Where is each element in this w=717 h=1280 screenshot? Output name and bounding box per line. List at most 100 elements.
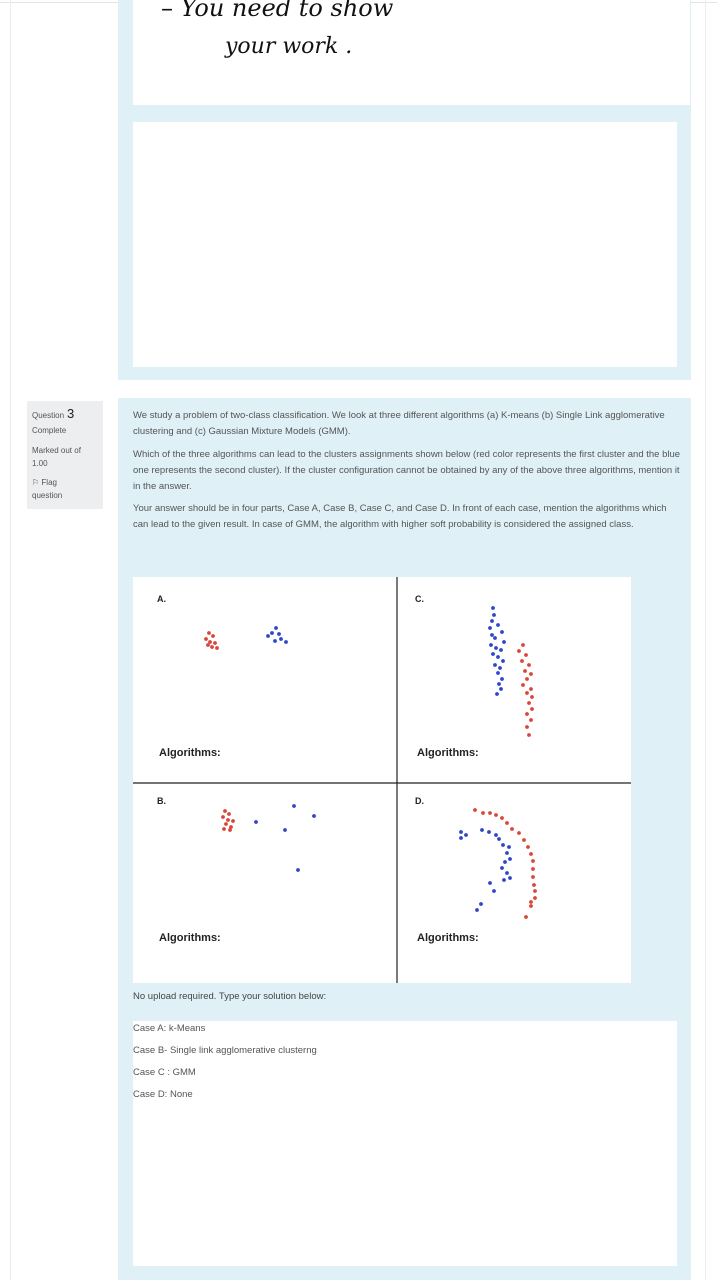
response-prompt: No upload required. Type your solution b… (133, 991, 327, 1002)
point-case-b-blue-68 (296, 868, 300, 872)
point-case-d-blue-91 (464, 833, 468, 837)
handwritten-line-2: your work . (225, 34, 353, 59)
point-case-c-red-43 (529, 672, 533, 676)
point-case-b-blue-65 (292, 804, 296, 808)
point-case-d-blue-90 (459, 836, 463, 840)
point-case-d-red-74 (505, 821, 509, 825)
point-case-d-blue-96 (501, 843, 505, 847)
flag-question-link[interactable]: ⚐ Flag (32, 478, 57, 487)
case-a-algorithms-label: Algorithms: (159, 747, 221, 759)
point-case-a-red-3 (208, 640, 212, 644)
case-a-label: A. (157, 594, 166, 604)
point-case-c-blue-28 (496, 655, 500, 659)
point-case-c-blue-31 (498, 666, 502, 670)
point-case-b-red-55 (223, 809, 227, 813)
point-case-c-blue-25 (494, 646, 498, 650)
point-case-d-red-84 (533, 889, 537, 893)
question-paragraph-3: Your answer should be in four parts, Cas… (133, 503, 667, 530)
point-case-c-red-47 (525, 691, 529, 695)
point-case-a-red-2 (204, 637, 208, 641)
point-case-c-blue-35 (499, 687, 503, 691)
point-case-c-blue-29 (501, 659, 505, 663)
point-case-b-red-60 (224, 822, 228, 826)
answer-line-case-a: Case A: k-Means (133, 1023, 206, 1034)
point-case-a-blue-9 (270, 631, 274, 635)
point-case-c-blue-15 (491, 606, 495, 610)
cluster-figure-svg: A. Algorithms: C. Algorithms: B. Algorit… (133, 577, 631, 983)
marked-out-of-value: 1.00 (32, 459, 48, 468)
point-case-b-red-56 (227, 812, 231, 816)
point-case-d-red-88 (524, 915, 528, 919)
point-case-d-blue-92 (480, 828, 484, 832)
point-case-c-red-37 (521, 643, 525, 647)
point-case-b-red-62 (222, 827, 226, 831)
point-case-d-blue-97 (507, 845, 511, 849)
answer-textarea[interactable]: Case A: k-Means Case B- Single link aggl… (133, 1021, 677, 1266)
point-case-c-blue-18 (496, 623, 500, 627)
point-case-b-red-63 (228, 828, 232, 832)
point-case-c-red-53 (525, 725, 529, 729)
point-case-a-red-1 (211, 634, 215, 638)
point-case-d-blue-95 (497, 837, 501, 841)
point-case-d-red-76 (517, 831, 521, 835)
case-c-algorithms-label: Algorithms: (417, 747, 479, 759)
point-case-c-blue-26 (499, 648, 503, 652)
point-case-c-blue-17 (490, 619, 494, 623)
point-case-d-blue-100 (503, 860, 507, 864)
question-info-box: Question 3 Complete Marked out of 1.00 ⚐ … (27, 401, 103, 509)
point-case-c-red-48 (530, 695, 534, 699)
flag-icon: ⚐ (32, 478, 40, 487)
point-case-a-blue-12 (279, 637, 283, 641)
point-case-d-red-83 (532, 883, 536, 887)
point-case-c-blue-20 (500, 630, 504, 634)
point-case-c-red-45 (521, 683, 525, 687)
cluster-figure: A. Algorithms: C. Algorithms: B. Algorit… (133, 577, 631, 983)
point-case-d-blue-89 (459, 830, 463, 834)
point-case-d-red-82 (531, 875, 535, 879)
flag-question-label-2[interactable]: question (32, 491, 63, 500)
question-paragraph-1: We study a problem of two-class classifi… (133, 410, 665, 437)
point-case-c-red-54 (527, 733, 531, 737)
point-case-d-red-70 (481, 811, 485, 815)
point-case-d-red-77 (522, 838, 526, 842)
point-case-b-blue-67 (283, 828, 287, 832)
question-number: Question 3 (32, 406, 74, 421)
point-case-b-red-59 (231, 819, 235, 823)
previous-answer-blank-area (133, 122, 677, 367)
point-case-c-red-41 (527, 663, 531, 667)
handwritten-line-1: – You need to show (161, 0, 394, 22)
point-case-c-blue-22 (493, 636, 497, 640)
point-case-b-red-58 (226, 818, 230, 822)
cluster-points (204, 606, 537, 919)
point-case-a-blue-11 (266, 634, 270, 638)
answer-line-case-d: Case D: None (133, 1089, 193, 1100)
point-case-c-blue-24 (489, 643, 493, 647)
point-case-c-blue-23 (502, 640, 506, 644)
point-case-d-red-78 (526, 845, 530, 849)
point-case-a-red-4 (213, 641, 217, 645)
point-case-b-red-61 (229, 825, 233, 829)
point-case-c-red-49 (527, 701, 531, 705)
point-case-d-red-71 (488, 811, 492, 815)
point-case-b-blue-64 (254, 820, 258, 824)
point-case-c-red-39 (524, 653, 528, 657)
point-case-a-red-5 (210, 645, 214, 649)
point-case-d-blue-108 (475, 908, 479, 912)
point-case-d-blue-102 (505, 871, 509, 875)
handwritten-answer-image: – You need to show your work . (133, 0, 690, 105)
point-case-c-blue-16 (492, 613, 496, 617)
answer-line-case-c: Case C : GMM (133, 1067, 196, 1078)
point-case-d-blue-106 (492, 889, 496, 893)
point-case-b-red-57 (221, 815, 225, 819)
point-case-c-red-52 (529, 718, 533, 722)
point-case-a-red-6 (215, 646, 219, 650)
point-case-d-red-73 (500, 816, 504, 820)
flag-label: Flag (41, 478, 57, 487)
point-case-a-blue-10 (277, 632, 281, 636)
point-case-c-red-46 (529, 687, 533, 691)
point-case-c-blue-34 (497, 682, 501, 686)
case-c-label: C. (415, 594, 424, 604)
point-case-c-red-51 (525, 712, 529, 716)
point-case-c-blue-30 (493, 663, 497, 667)
point-case-d-blue-98 (505, 851, 509, 855)
